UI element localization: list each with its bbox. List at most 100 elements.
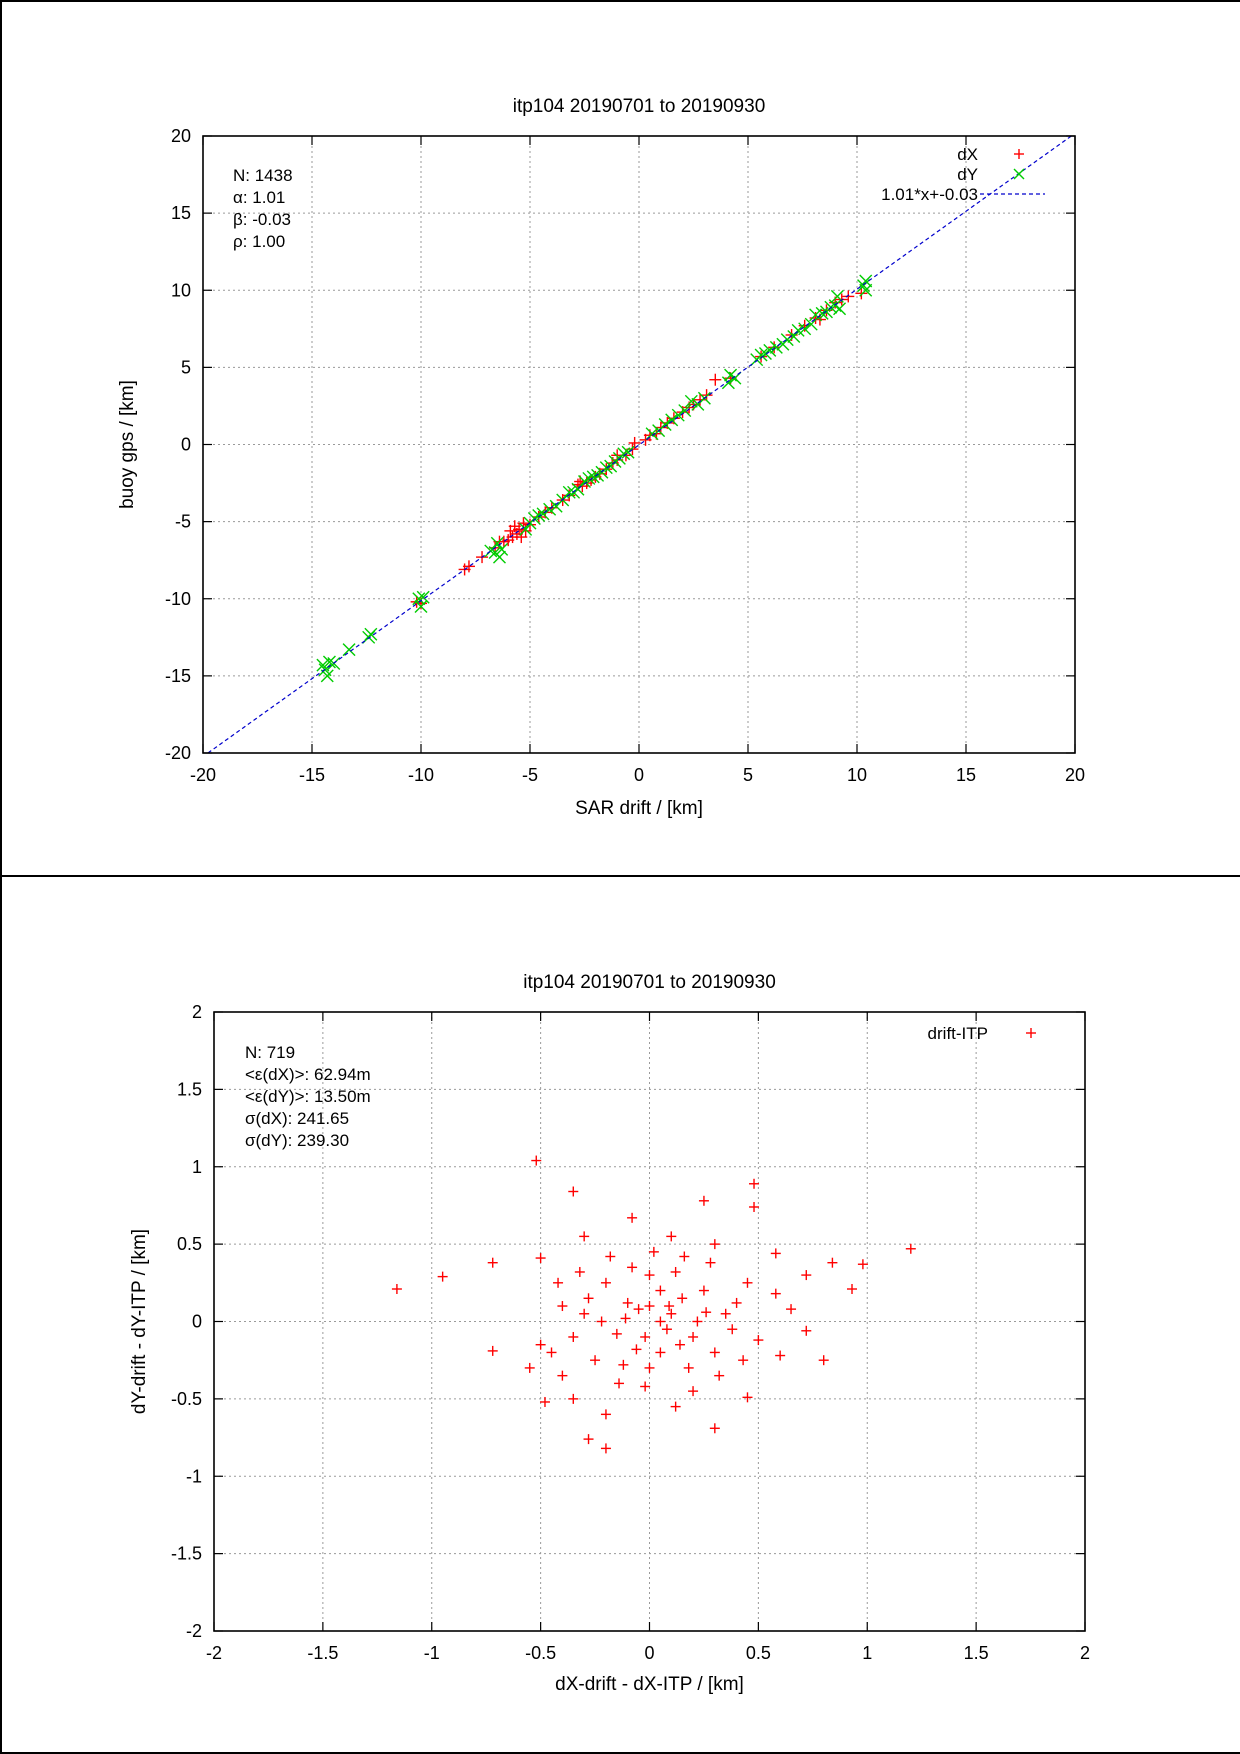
marker-stroke: [804, 317, 818, 331]
marker-stroke: [586, 470, 600, 484]
data-point-plus: [531, 1155, 542, 1166]
y-tick-label: -15: [165, 666, 191, 686]
bottom-scatter-chart: -2 -1.5 -1 -0.5 0 0.5 1 1.5 2 -2 -1.5 -1 -0.5 0 0.5 1 1.…: [129, 972, 1090, 1695]
x-tick-label: 0.5: [746, 1643, 771, 1663]
data-point-plus: [600, 1443, 611, 1454]
data-point-plus: [818, 1355, 829, 1366]
data-point-plus: [583, 1293, 594, 1304]
marker-stroke: [582, 471, 596, 485]
data-point-plus: [535, 1253, 546, 1264]
data-point-cross: [804, 317, 818, 331]
y-tick-label: 5: [181, 357, 191, 377]
data-point-plus: [437, 1271, 448, 1282]
data-point-plus: [666, 1308, 677, 1319]
data-point-plus: [605, 1251, 616, 1262]
y-tick-label: 0.5: [177, 1234, 202, 1254]
data-point-plus: [596, 1316, 607, 1327]
data-point-cross: [536, 507, 550, 521]
plot-frame: [213, 1011, 1086, 1632]
y-tick-label: 1: [192, 1157, 202, 1177]
x-tick-label: -2: [206, 1643, 222, 1663]
y-tick-label: -5: [175, 512, 191, 532]
data-point-plus: [557, 1301, 568, 1312]
x-tick-label: -1: [424, 1643, 440, 1663]
data-point-plus: [727, 1324, 738, 1335]
marker-stroke: [645, 427, 659, 441]
x-tick-label: -15: [299, 765, 325, 785]
legend-label: dY: [957, 165, 978, 184]
data-point-plus: [827, 1257, 838, 1268]
y-tick-label: -0.5: [171, 1389, 202, 1409]
data-point-plus: [786, 1304, 797, 1315]
data-point-plus: [670, 1266, 681, 1277]
stats-annotation: β: -0.03: [233, 210, 291, 229]
data-point-plus: [462, 560, 475, 573]
legend-marker: [1013, 168, 1025, 180]
y-tick-label: -2: [186, 1621, 202, 1641]
data-point-cross: [492, 550, 506, 564]
marker-stroke: [763, 343, 777, 357]
marker-stroke: [364, 627, 378, 641]
data-point-plus: [714, 1370, 725, 1381]
data-point-plus: [553, 1277, 564, 1288]
data-point-plus: [631, 1344, 642, 1355]
data-point-cross: [787, 330, 801, 344]
data-point-plus: [801, 1270, 812, 1281]
legend-marker: [1026, 1028, 1036, 1038]
data-point-cross: [857, 279, 871, 293]
marker-stroke: [658, 417, 672, 431]
x-tick-label: 10: [847, 765, 867, 785]
marker-stroke: [859, 283, 873, 297]
chart-title: itp104 20190701 to 20190930: [523, 972, 776, 993]
data-point-plus: [611, 1328, 622, 1339]
data-point-plus: [640, 1381, 651, 1392]
y-axis-label: dY-drift - dY-ITP / [km]: [129, 1229, 150, 1414]
x-tick-label: 20: [1065, 765, 1085, 785]
x-tick-label: -10: [408, 765, 434, 785]
x-tick-label: 5: [743, 765, 753, 785]
data-point-plus: [709, 1347, 720, 1358]
stats-annotation: σ(dY): 239.30: [245, 1131, 349, 1150]
data-point-plus: [688, 1386, 699, 1397]
data-point-plus: [487, 1257, 498, 1268]
data-point-plus: [579, 1308, 590, 1319]
data-point-cross: [416, 590, 430, 604]
data-point-cross: [543, 502, 557, 516]
data-point-plus: [627, 1212, 638, 1223]
data-point-plus: [620, 1313, 631, 1324]
legend-marker: [1014, 149, 1024, 159]
data-point-plus: [568, 1393, 579, 1404]
marker-stroke: [342, 643, 356, 657]
data-point-cross: [665, 413, 679, 427]
marker-stroke: [828, 299, 842, 313]
stats-annotation: <ε(dX)>: 62.94m: [245, 1065, 371, 1084]
data-point-plus: [683, 1362, 694, 1373]
data-point-plus: [574, 1266, 585, 1277]
data-point-plus: [546, 1347, 557, 1358]
data-point-cross: [495, 542, 509, 556]
y-tick-label: -1.5: [171, 1544, 202, 1564]
data-point-plus: [618, 1359, 629, 1370]
y-tick-label: -10: [165, 589, 191, 609]
data-point-cross: [645, 427, 659, 441]
y-axis-label: buoy gps / [km]: [117, 380, 138, 509]
data-point-cross: [571, 482, 585, 496]
data-point-plus: [535, 1339, 546, 1350]
data-point-plus: [709, 1239, 720, 1250]
data-point-plus: [590, 1355, 601, 1366]
data-point-plus: [557, 1370, 568, 1381]
data-point-plus: [770, 1288, 781, 1299]
data-point-plus: [742, 1277, 753, 1288]
data-point-plus: [857, 1259, 868, 1270]
data-point-plus: [568, 1331, 579, 1342]
data-point-plus: [622, 1297, 633, 1308]
stats-annotation: N: 719: [245, 1043, 295, 1062]
data-point-plus: [633, 1304, 644, 1315]
marker-stroke: [859, 274, 873, 288]
data-point-cross: [519, 522, 533, 536]
stats-annotation: α: 1.01: [233, 188, 285, 207]
data-point-cross: [617, 447, 631, 461]
x-tick-label: 2: [1080, 1643, 1090, 1663]
data-point-plus: [749, 1178, 760, 1189]
